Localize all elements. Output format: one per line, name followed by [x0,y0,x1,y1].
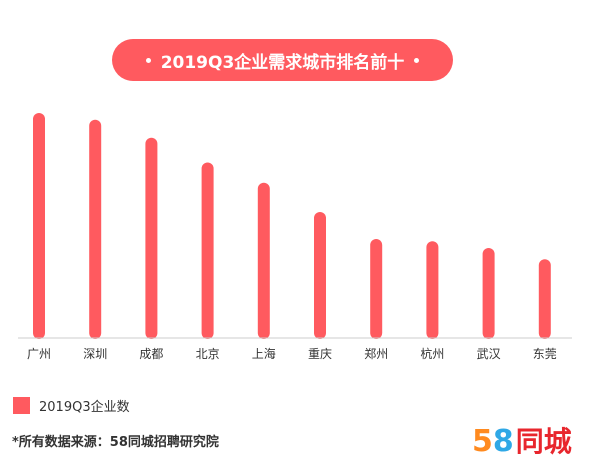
x-tick-label-5: 重庆 [308,347,332,361]
brand-logo: 58 同城 [472,420,572,460]
x-tick-label-0: 广州 [27,347,51,361]
x-tick-label-3: 北京 [196,347,220,361]
x-tick-label-1: 深圳 [83,347,107,361]
title-dot-left [145,57,151,63]
bar-0 [33,113,45,339]
bar-7 [426,241,439,339]
x-tick-label-4: 上海 [252,346,276,361]
legend-swatch [13,397,30,414]
bar-6 [370,239,383,339]
bar-4 [257,182,270,339]
x-tick-label-7: 杭州 [420,346,444,361]
bar-5 [314,212,326,339]
legend: 2019Q3企业数 [13,396,130,415]
logo-digit-five: 5 [472,424,493,459]
bar-8 [482,248,495,339]
chart-title-pill: 2019Q3企业需求城市排名前十 [112,39,453,81]
title-dot-right [414,57,420,63]
x-tick-label-9: 东莞 [533,347,557,361]
x-tick-label-8: 武汉 [477,347,501,361]
chart-title: 2019Q3企业需求城市排名前十 [160,52,405,73]
bar-2 [145,137,158,339]
x-tick-labels: 广州 深圳 成都 北京 上海 重庆 郑州 杭州 武汉 东莞 [27,346,557,361]
logo-text: 同城 [515,425,572,458]
bar-3 [201,162,214,339]
logo-number: 58 [472,424,514,459]
logo-digit-eight: 8 [492,424,514,459]
legend-label: 2019Q3企业数 [39,400,130,415]
bar-1 [89,119,102,339]
x-tick-label-6: 郑州 [364,346,388,361]
x-tick-label-2: 成都 [139,347,163,361]
bars-group [33,113,551,339]
source-note: *所有数据来源：58同城招聘研究院 [12,435,219,450]
bar-9 [538,259,551,339]
